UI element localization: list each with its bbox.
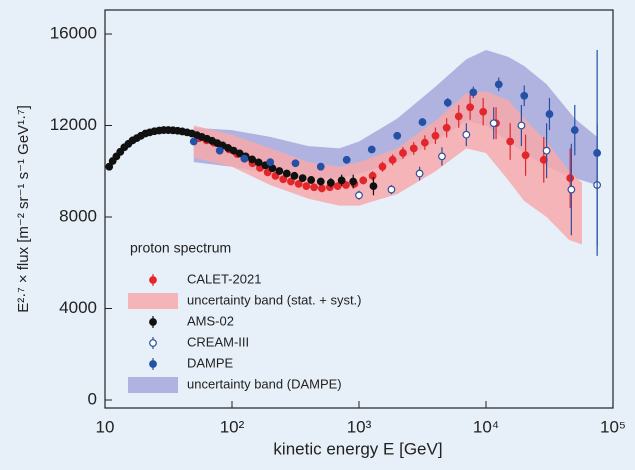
- data-point: [333, 182, 342, 191]
- data-point: [593, 149, 602, 157]
- legend-swatch: [128, 293, 178, 309]
- data-point: [369, 182, 378, 191]
- legend-marker: [149, 360, 157, 368]
- x-axis-label: kinetic energy E [GeV]: [273, 439, 442, 458]
- data-point: [506, 137, 515, 146]
- data-point: [229, 146, 238, 155]
- data-point: [393, 131, 402, 140]
- legend-label: CREAM-III: [187, 334, 249, 349]
- data-point: [287, 177, 295, 186]
- x-tick-label: 10: [96, 417, 115, 436]
- data-point: [443, 98, 452, 107]
- y-tick-label: 16000: [50, 24, 97, 43]
- legend-marker: [149, 318, 157, 326]
- data-point: [489, 119, 498, 128]
- data-point: [291, 159, 300, 168]
- legend-title: proton spectrum: [130, 240, 231, 256]
- y-tick-label: 0: [88, 389, 97, 408]
- uncertainty-band: [193, 91, 583, 245]
- data-point: [275, 167, 284, 175]
- data-point: [266, 158, 275, 167]
- y-axis-label: E²·⁷ × flux [m⁻² sr⁻¹ s⁻¹ GeV¹·⁷]: [15, 105, 32, 313]
- data-point: [342, 181, 350, 189]
- data-point: [420, 138, 429, 147]
- data-point: [469, 88, 478, 97]
- x-tick-label: 10³: [347, 417, 372, 436]
- data-point: [326, 178, 335, 187]
- data-point: [567, 185, 576, 194]
- data-point: [454, 112, 463, 121]
- data-point: [105, 162, 114, 171]
- data-point: [418, 118, 427, 126]
- data-point: [282, 169, 291, 178]
- data-point: [368, 171, 377, 180]
- data-point: [279, 175, 288, 184]
- data-point: [415, 169, 424, 178]
- data-point: [442, 123, 451, 132]
- data-point: [248, 155, 257, 164]
- data-point: [466, 103, 475, 112]
- data-point: [302, 182, 311, 191]
- data-point: [409, 144, 418, 153]
- data-point: [189, 137, 198, 146]
- legend-label: uncertainty band (stat. + syst.): [187, 292, 362, 307]
- data-point: [367, 145, 376, 154]
- x-tick-label: 10⁵: [600, 417, 626, 436]
- data-point: [520, 91, 529, 100]
- data-point: [337, 176, 346, 185]
- data-point: [290, 171, 299, 180]
- data-point: [254, 158, 263, 167]
- data-point: [517, 121, 526, 130]
- data-point: [438, 152, 446, 161]
- data-point: [566, 174, 575, 183]
- data-point: [462, 130, 471, 139]
- legend-label: DAMPE: [187, 355, 234, 370]
- data-point: [310, 183, 318, 192]
- x-tick-label: 10⁴: [473, 417, 499, 436]
- data-point: [342, 155, 351, 164]
- x-tick-label: 10²: [220, 417, 245, 436]
- y-tick-label: 8000: [59, 206, 97, 225]
- data-point: [294, 179, 303, 188]
- legend-marker: [149, 276, 157, 284]
- data-point: [317, 184, 326, 193]
- data-point: [298, 174, 307, 183]
- data-point: [388, 155, 397, 164]
- data-point: [494, 80, 503, 89]
- data-point: [359, 176, 368, 185]
- data-point: [316, 177, 325, 186]
- legend-marker: [149, 339, 157, 347]
- legend-label: AMS-02: [187, 313, 234, 328]
- data-point: [431, 131, 440, 140]
- data-point: [521, 151, 530, 160]
- legend-label: uncertainty band (DAMPE): [187, 376, 342, 391]
- data-point: [349, 177, 358, 186]
- data-point: [545, 110, 554, 118]
- data-point: [542, 146, 551, 155]
- data-point: [263, 168, 272, 177]
- y-tick-label: 4000: [59, 298, 97, 317]
- data-point: [378, 162, 387, 171]
- data-point: [316, 162, 325, 171]
- data-point: [235, 149, 244, 158]
- data-point: [215, 146, 224, 155]
- data-point: [355, 191, 363, 200]
- legend-swatch: [128, 377, 178, 393]
- data-point: [399, 149, 407, 157]
- data-point: [387, 185, 396, 194]
- y-tick-label: 12000: [50, 115, 97, 134]
- data-point: [307, 176, 316, 184]
- legend-label: CALET-2021: [187, 271, 261, 286]
- data-point: [240, 154, 249, 163]
- data-point: [570, 126, 579, 134]
- data-point: [479, 107, 488, 116]
